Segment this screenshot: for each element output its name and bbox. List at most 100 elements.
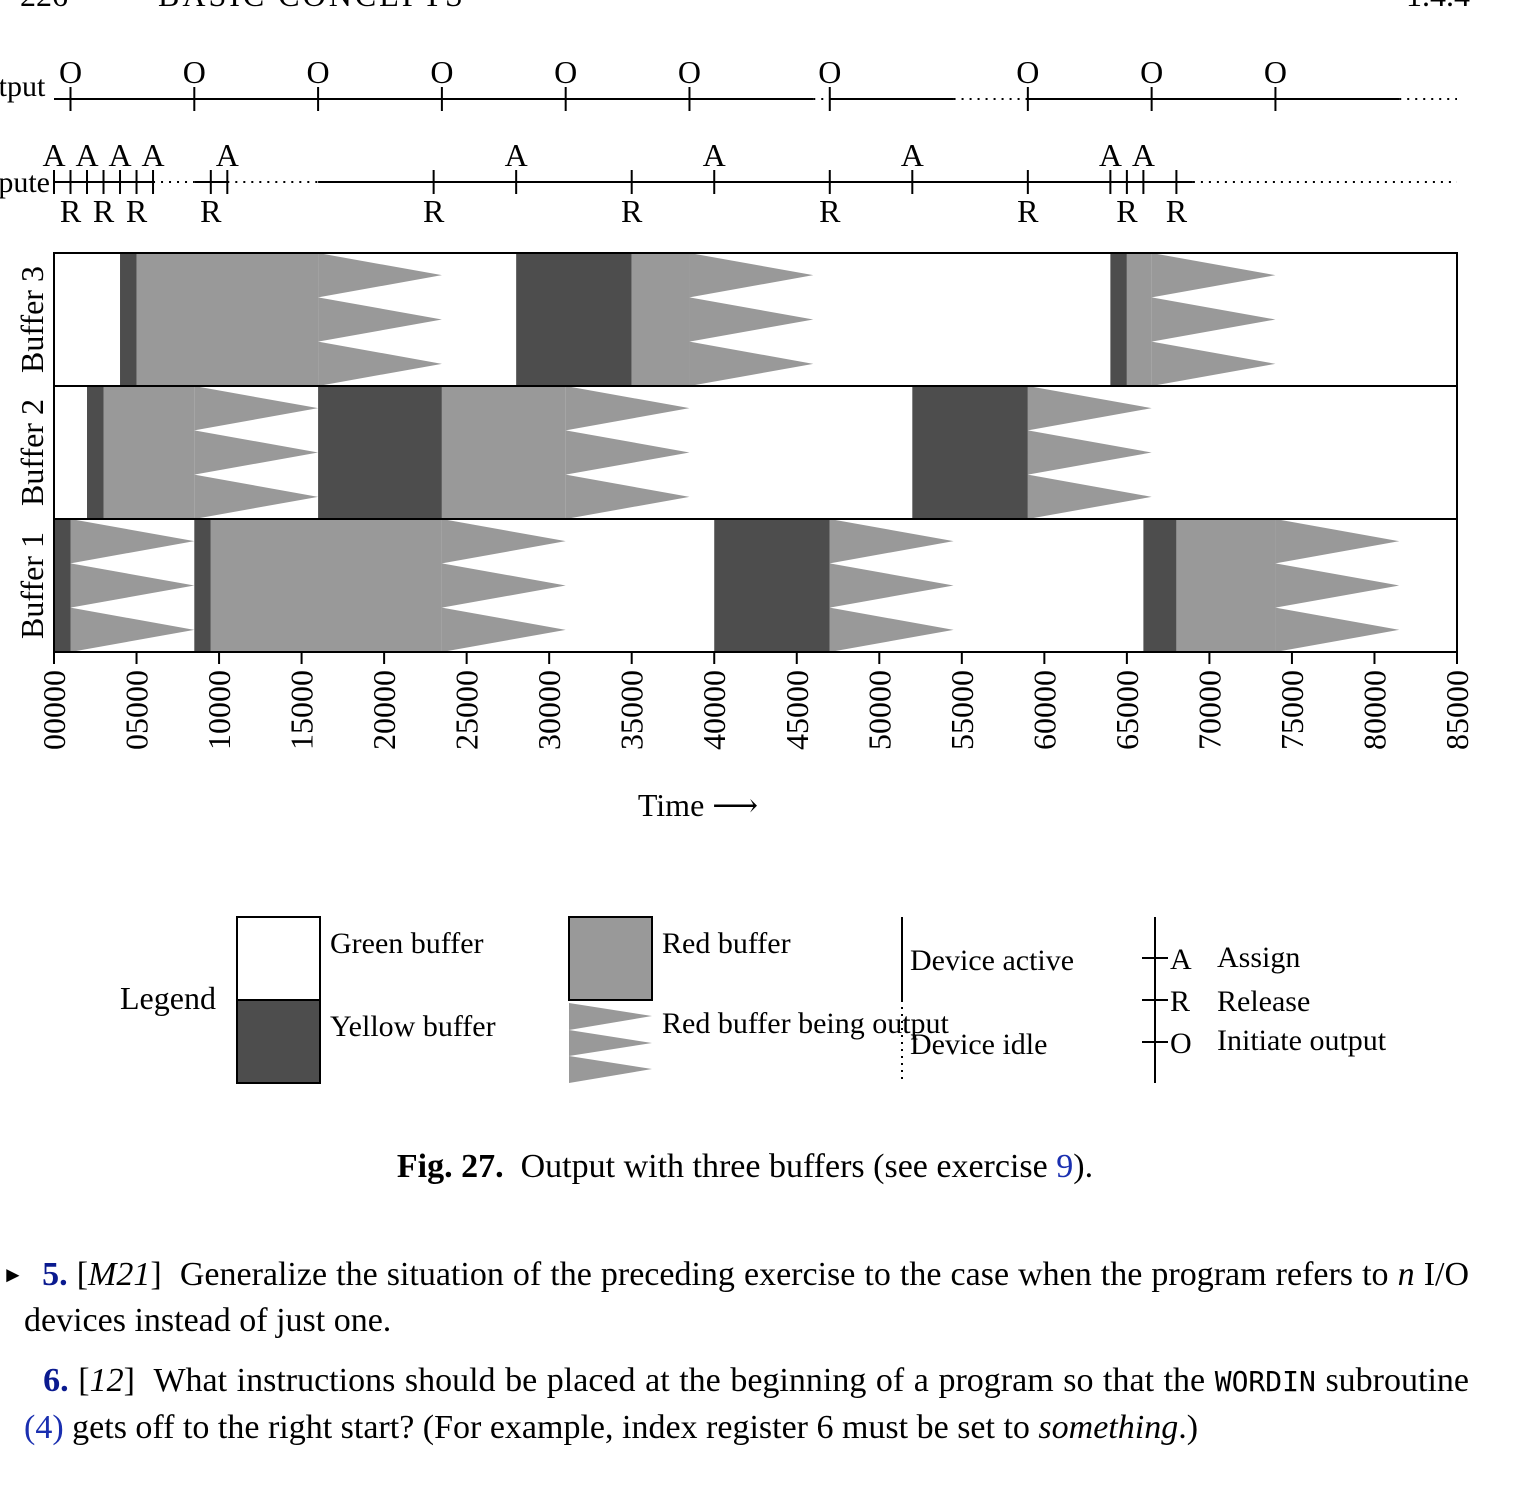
time-axis-tick-label: 35000 — [614, 670, 650, 750]
exercise-5-text1: Generalize the situation of the precedin… — [179, 1256, 1398, 1293]
exercise-5-number: 5. — [42, 1256, 68, 1293]
legend-red-text: Red buffer — [662, 927, 791, 960]
compute-timeline: A A A A A A A A A AR R R R R R R R R R — [42, 137, 1457, 229]
x-axis-label: Time ⟶ — [638, 787, 758, 823]
output-initiate-label: O — [554, 54, 577, 90]
buffer-timeline-figure: 226 BASIC CONCEPTS 1.4.4 Output Compute … — [0, 0, 1475, 1084]
exercise-6-rating: 12 — [89, 1362, 124, 1399]
red-output-triangle — [318, 297, 442, 342]
red-output-triangle — [441, 607, 566, 652]
time-axis-tick-label: 65000 — [1109, 670, 1145, 750]
time-axis-tick-label: 55000 — [944, 670, 980, 750]
time-axis-tick-label: 25000 — [449, 670, 485, 750]
assign-label: A — [141, 137, 164, 173]
release-label: R — [200, 193, 222, 229]
figure-caption: Fig. 27. Output with three buffers (see … — [0, 1148, 1490, 1186]
difficulty-triangle-icon: ► — [2, 1262, 24, 1287]
time-axis-tick-label: 80000 — [1356, 670, 1392, 750]
release-label: R — [1166, 193, 1188, 229]
time-axis-tick-label: 15000 — [284, 670, 320, 750]
buffer-row-1-border — [53, 518, 1458, 653]
yellow-buffer-segment — [87, 386, 104, 519]
red-output-triangle — [689, 297, 814, 342]
red-output-triangle — [689, 341, 814, 386]
buffer-row-1-label: Buffer 1 — [14, 532, 50, 639]
header-page-number: 226 — [20, 0, 68, 13]
red-output-triangle — [829, 519, 954, 564]
red-output-triangle — [1027, 386, 1152, 431]
red-output-triangle — [1027, 430, 1152, 475]
legend-red-swatch — [568, 916, 653, 1001]
red-output-triangle — [441, 563, 566, 608]
output-initiate-label: O — [818, 54, 841, 90]
red-output-triangle — [70, 519, 195, 564]
assign-label: A — [1132, 137, 1155, 173]
exercise-5-rating: M21 — [88, 1256, 151, 1293]
time-axis-tick-label: 85000 — [1439, 670, 1475, 750]
red-buffer-segment — [631, 253, 690, 386]
exercise-9-link[interactable]: 9 — [1056, 1148, 1074, 1185]
buffer-row-2-label: Buffer 2 — [14, 399, 50, 506]
figure-caption-prefix: Fig. 27. — [396, 1148, 504, 1185]
red-output-triangle — [689, 253, 814, 298]
time-axis-tick-label: 45000 — [779, 670, 815, 750]
release-label: R — [60, 193, 82, 229]
release-label: R — [819, 193, 841, 229]
header-title: BASIC CONCEPTS — [158, 0, 466, 13]
release-label: R — [93, 193, 115, 229]
output-initiate-label: O — [430, 54, 453, 90]
legend-assign-letter: A — [1170, 943, 1192, 976]
red-buffer-segment — [136, 253, 319, 386]
output-initiate-label: O — [1264, 54, 1287, 90]
legend-release-letter: R — [1170, 985, 1190, 1018]
buffer-row-3-label: Buffer 3 — [14, 266, 50, 373]
legend-output-label: Initiate output — [1217, 1024, 1387, 1057]
time-axis-tick-label: 20000 — [366, 670, 402, 750]
time-axis-tick-label: 30000 — [531, 670, 567, 750]
assign-label: A — [108, 137, 131, 173]
release-label: R — [1017, 193, 1039, 229]
assign-label: A — [216, 137, 239, 173]
output-initiate-label: O — [1140, 54, 1163, 90]
release-label: R — [423, 193, 445, 229]
red-output-triangle — [1275, 607, 1400, 652]
output-initiate-label: O — [1016, 54, 1039, 90]
red-output-triangle — [1027, 474, 1152, 519]
legend-yellow-swatch — [236, 999, 321, 1084]
exercise-6-text3: gets off to the right start? (For exampl… — [63, 1409, 1039, 1446]
red-output-triangle — [1151, 341, 1276, 386]
red-output-triangle — [194, 474, 319, 519]
header-section: 1.4.4 — [1406, 0, 1470, 13]
exercise-6-emphasis: something — [1038, 1409, 1179, 1446]
red-output-triangle — [70, 563, 195, 608]
exercise-6-code: WORDIN — [1214, 1365, 1316, 1398]
red-output-triangle — [565, 430, 690, 475]
time-axis-tick-label: 50000 — [861, 670, 897, 750]
red-buffer-segment — [1176, 519, 1276, 652]
output-initiate-label: O — [183, 54, 206, 90]
yellow-buffer-segment — [516, 253, 632, 386]
exercise-6-number: 6. — [43, 1362, 69, 1399]
release-label: R — [126, 193, 148, 229]
legend-green-label: Green buffer — [330, 927, 484, 960]
equation-4-link[interactable]: (4) — [24, 1409, 64, 1446]
red-output-triangle — [441, 519, 566, 564]
output-initiate-label: O — [59, 54, 82, 90]
red-output-triangle — [565, 474, 690, 519]
yellow-buffer-segment — [318, 386, 442, 519]
figure-caption-text: Output with three buffers (see exercise — [520, 1148, 1057, 1185]
red-buffer-segment — [103, 386, 195, 519]
red-output-segment — [565, 386, 690, 519]
legend-green-text: Green buffer — [330, 927, 484, 960]
red-buffer-segment — [1126, 253, 1152, 386]
legend-output-letter: O — [1170, 1027, 1192, 1060]
yellow-buffer-segment — [194, 519, 211, 652]
time-axis-tick-label: 05000 — [119, 670, 155, 750]
red-output-segment — [1275, 519, 1400, 652]
legend-red-output-text: Red buffer being output — [662, 1007, 950, 1040]
red-output-triangle — [829, 607, 954, 652]
red-output-segment — [194, 386, 319, 519]
time-axis-tick-label: 00000 — [36, 670, 72, 750]
red-output-segment — [1151, 253, 1276, 386]
